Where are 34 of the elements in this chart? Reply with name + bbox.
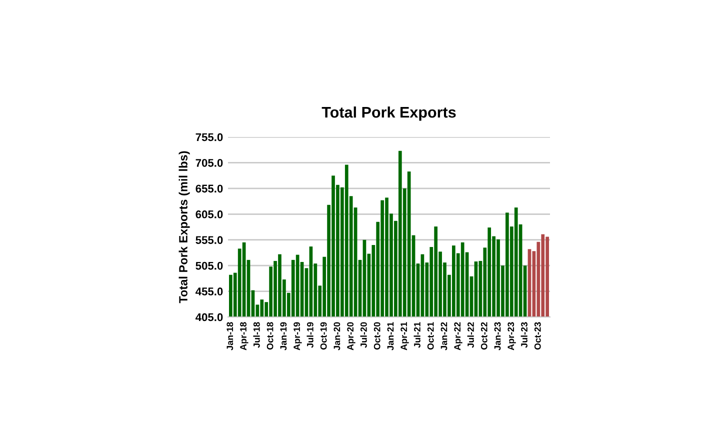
y-tick-label: 755.0 bbox=[196, 133, 223, 142]
y-tick-label: 655.0 bbox=[196, 184, 223, 193]
x-tick-label: Apr-18 bbox=[240, 322, 248, 350]
y-tick-label: 605.0 bbox=[196, 210, 223, 218]
y-tick-label: 505.0 bbox=[196, 262, 223, 270]
x-tick-label: Jul-19 bbox=[306, 322, 314, 348]
x-tick-label: Apr-23 bbox=[508, 322, 516, 350]
x-tick-label: Apr-19 bbox=[294, 322, 302, 350]
x-tick-label: Oct-22 bbox=[480, 322, 488, 350]
x-tick-label: Apr-22 bbox=[454, 322, 462, 350]
x-tick-label: Oct-19 bbox=[320, 322, 327, 350]
x-tick-label: Jul-23 bbox=[520, 322, 528, 348]
y-tick-label: 705.0 bbox=[196, 158, 223, 167]
x-tick-label: Jul-21 bbox=[414, 322, 420, 348]
x-tick-label: Jan-23 bbox=[494, 322, 501, 350]
x-tick-label: Oct-20 bbox=[374, 322, 380, 350]
y-tick-label: 455.0 bbox=[196, 288, 223, 296]
x-tick-label: Jan-22 bbox=[440, 322, 448, 350]
x-tick-label: Jul-18 bbox=[253, 322, 260, 348]
y-tick-label: 405.0 bbox=[196, 313, 223, 322]
chart-title: Total Pork Exports bbox=[322, 106, 456, 121]
x-tick-label: Jan-19 bbox=[280, 322, 287, 350]
x-tick-label: Oct-21 bbox=[427, 322, 434, 350]
x-tick-label: Jul-22 bbox=[467, 322, 474, 348]
x-tick-label: Jul-20 bbox=[360, 322, 367, 348]
x-tick-label: Oct-18 bbox=[266, 322, 274, 350]
y-tick-label: 555.0 bbox=[196, 236, 223, 244]
y-axis-title: Total Pork Exports (mil lbs) bbox=[178, 151, 190, 304]
x-tick-label: Jan-21 bbox=[387, 322, 394, 350]
x-tick-label: Apr-21 bbox=[400, 322, 409, 350]
x-tick-label: Apr-20 bbox=[347, 322, 356, 350]
x-tick-label: Oct-23 bbox=[534, 322, 541, 350]
x-tick-label: Jan-20 bbox=[334, 322, 340, 350]
x-tick-label: Jan-18 bbox=[226, 322, 234, 350]
